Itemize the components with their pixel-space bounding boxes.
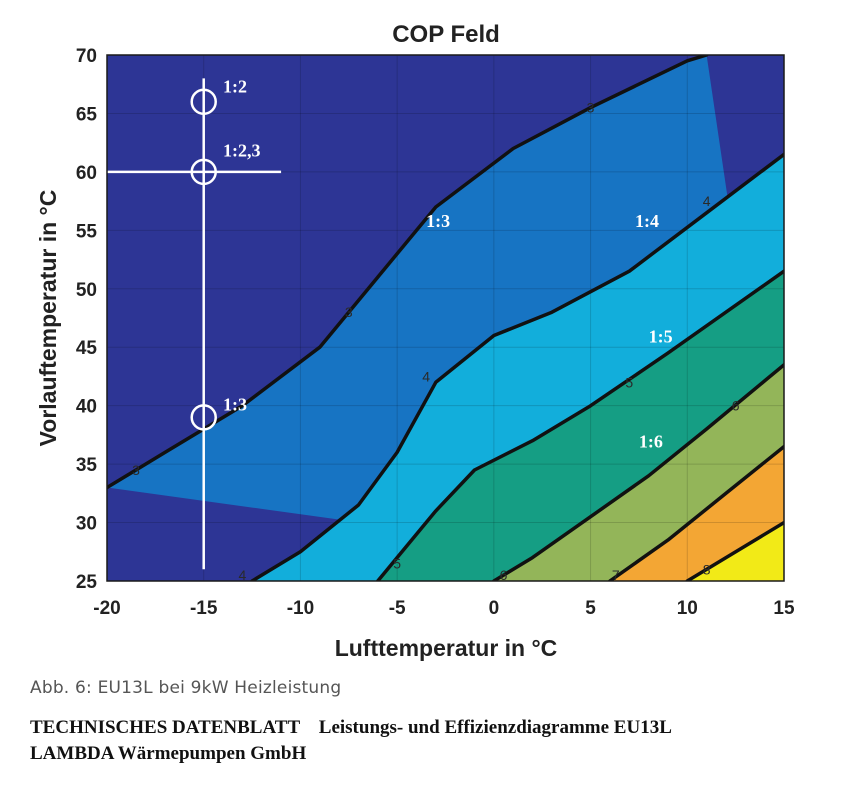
contour-line-5 — [376, 269, 784, 581]
annotation-label: 1:5 — [649, 327, 673, 347]
y-tick-label: 30 — [76, 514, 97, 535]
x-tick-label: 5 — [585, 598, 596, 619]
annotation-label: 1:4 — [635, 211, 659, 231]
contour-label: 6 — [500, 567, 508, 583]
x-tick-label: 10 — [677, 598, 698, 619]
plot-frame — [106, 54, 785, 582]
contour-label: 8 — [703, 561, 711, 577]
contour-labels: 3 3 3 4 4 4 5 5 6 6 7 8 — [132, 100, 740, 583]
x-axis-label: Lufttemperatur in °C — [335, 635, 558, 661]
y-tick-label: 35 — [76, 455, 98, 476]
y-tick-labels: 25 30 35 40 45 50 55 60 65 70 — [76, 46, 98, 593]
markers — [190, 88, 217, 431]
annotation-label: 1:6 — [639, 432, 663, 452]
chart-title: COP Feld — [392, 21, 500, 48]
contour-label: 3 — [345, 304, 353, 320]
x-tick-labels: -20 -15 -10 -5 0 5 10 15 — [93, 598, 795, 619]
y-tick-label: 25 — [76, 572, 98, 593]
contour-label: 7 — [612, 567, 620, 583]
annotation-label: 1:3 — [426, 211, 450, 231]
contour-line-4 — [250, 152, 784, 581]
y-tick-label: 45 — [76, 338, 98, 359]
y-tick-label: 60 — [76, 163, 97, 184]
y-tick-label: 70 — [76, 46, 97, 67]
figure-caption: Abb. 6: EU13L bei 9kW Heizleistung — [30, 678, 342, 698]
contour-line-8 — [685, 520, 784, 581]
marker-circle — [190, 88, 217, 116]
y-tick-label: 65 — [76, 104, 98, 125]
x-tick-label: 15 — [773, 598, 795, 619]
grid-lines — [107, 55, 784, 581]
contour-label: 6 — [732, 398, 740, 414]
x-tick-label: -15 — [190, 598, 218, 619]
marker-circle — [190, 404, 217, 431]
x-tick-label: -20 — [93, 598, 120, 619]
contour-label: 3 — [132, 462, 140, 478]
contour-line-7 — [608, 444, 784, 581]
contour-label: 5 — [625, 374, 633, 390]
contour-label: 4 — [239, 567, 247, 583]
footer-company-name: LAMBDA Wärmepumpen GmbH — [30, 743, 307, 764]
annotation-label: 1:2,3 — [223, 141, 260, 161]
annotation-label: 1:3 — [223, 394, 247, 414]
annotation-label: 1:2 — [223, 76, 247, 96]
x-tick-label: -5 — [389, 598, 406, 619]
y-tick-label: 40 — [76, 397, 97, 418]
contour-label: 5 — [393, 555, 401, 571]
y-tick-label: 55 — [76, 221, 98, 242]
annotations: 1:2 1:2,3 1:3 1:3 1:4 1:5 1:6 — [223, 76, 673, 451]
footer-document-title: TECHNISCHES DATENBLATT Leistungs- und Ef… — [30, 717, 672, 738]
x-tick-label: 0 — [489, 598, 500, 619]
plot-area: 3 3 3 4 4 4 5 5 6 6 7 8 — [107, 55, 784, 583]
y-tick-label: 50 — [76, 280, 97, 301]
y-axis-label: Vorlauftemperatur in °C — [35, 190, 61, 447]
x-tick-label: -10 — [287, 598, 314, 619]
contour-label: 4 — [422, 368, 430, 384]
contour-label: 4 — [703, 193, 711, 209]
contour-label: 3 — [587, 100, 595, 116]
marker-circle — [190, 158, 217, 186]
contour-line-6 — [492, 363, 784, 581]
